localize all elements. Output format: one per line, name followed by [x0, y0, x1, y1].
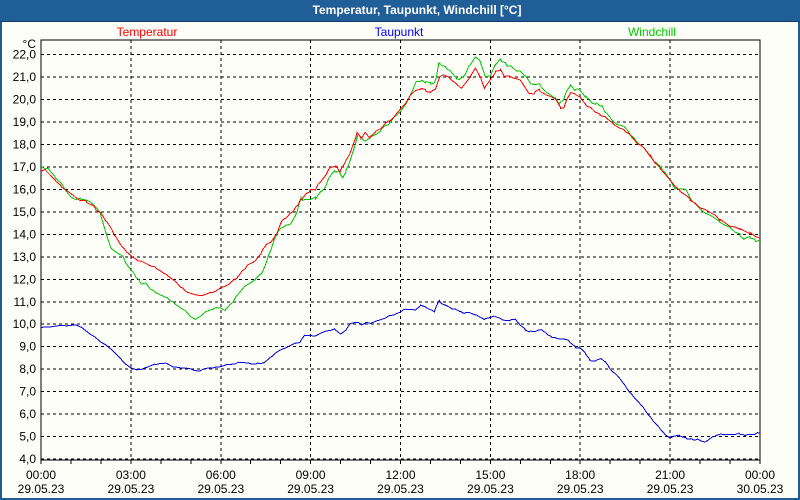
svg-text:06:00: 06:00: [206, 468, 236, 482]
svg-text:29.05.23: 29.05.23: [467, 482, 514, 496]
svg-text:29.05.23: 29.05.23: [197, 482, 244, 496]
svg-text:15:00: 15:00: [475, 468, 505, 482]
svg-text:30.05.23: 30.05.23: [737, 482, 784, 496]
svg-text:15,0: 15,0: [13, 205, 37, 219]
svg-text:09:00: 09:00: [296, 468, 326, 482]
svg-text:16,0: 16,0: [13, 183, 37, 197]
svg-text:29.05.23: 29.05.23: [647, 482, 694, 496]
svg-text:21:00: 21:00: [655, 468, 685, 482]
svg-text:5,0: 5,0: [19, 430, 36, 444]
svg-text:29.05.23: 29.05.23: [377, 482, 424, 496]
svg-text:11,0: 11,0: [14, 295, 37, 309]
svg-text:03:00: 03:00: [116, 468, 146, 482]
svg-text:Temperatur: Temperatur: [117, 25, 178, 39]
svg-text:9,0: 9,0: [19, 340, 36, 354]
svg-text:18,0: 18,0: [13, 138, 37, 152]
svg-text:Windchill: Windchill: [628, 25, 676, 39]
svg-text:14,0: 14,0: [13, 227, 37, 241]
svg-text:7,0: 7,0: [19, 385, 36, 399]
svg-text:29.05.23: 29.05.23: [557, 482, 604, 496]
svg-text:29.05.23: 29.05.23: [18, 482, 65, 496]
svg-text:22,0: 22,0: [13, 48, 37, 62]
svg-text:°C: °C: [23, 37, 37, 51]
svg-text:17,0: 17,0: [13, 160, 37, 174]
svg-text:10,0: 10,0: [13, 317, 37, 331]
svg-text:29.05.23: 29.05.23: [287, 482, 334, 496]
svg-text:18:00: 18:00: [565, 468, 595, 482]
svg-text:Taupunkt: Taupunkt: [375, 25, 424, 39]
svg-text:00:00: 00:00: [26, 468, 56, 482]
svg-text:19,0: 19,0: [13, 115, 37, 129]
svg-text:21,0: 21,0: [13, 70, 37, 84]
svg-text:20,0: 20,0: [13, 93, 37, 107]
svg-text:12:00: 12:00: [385, 468, 415, 482]
svg-text:4,0: 4,0: [19, 452, 36, 466]
svg-text:12,0: 12,0: [13, 272, 37, 286]
svg-text:8,0: 8,0: [19, 362, 36, 376]
svg-text:00:00: 00:00: [745, 468, 775, 482]
svg-text:13,0: 13,0: [13, 250, 37, 264]
svg-text:29.05.23: 29.05.23: [108, 482, 155, 496]
svg-text:6,0: 6,0: [19, 407, 36, 421]
